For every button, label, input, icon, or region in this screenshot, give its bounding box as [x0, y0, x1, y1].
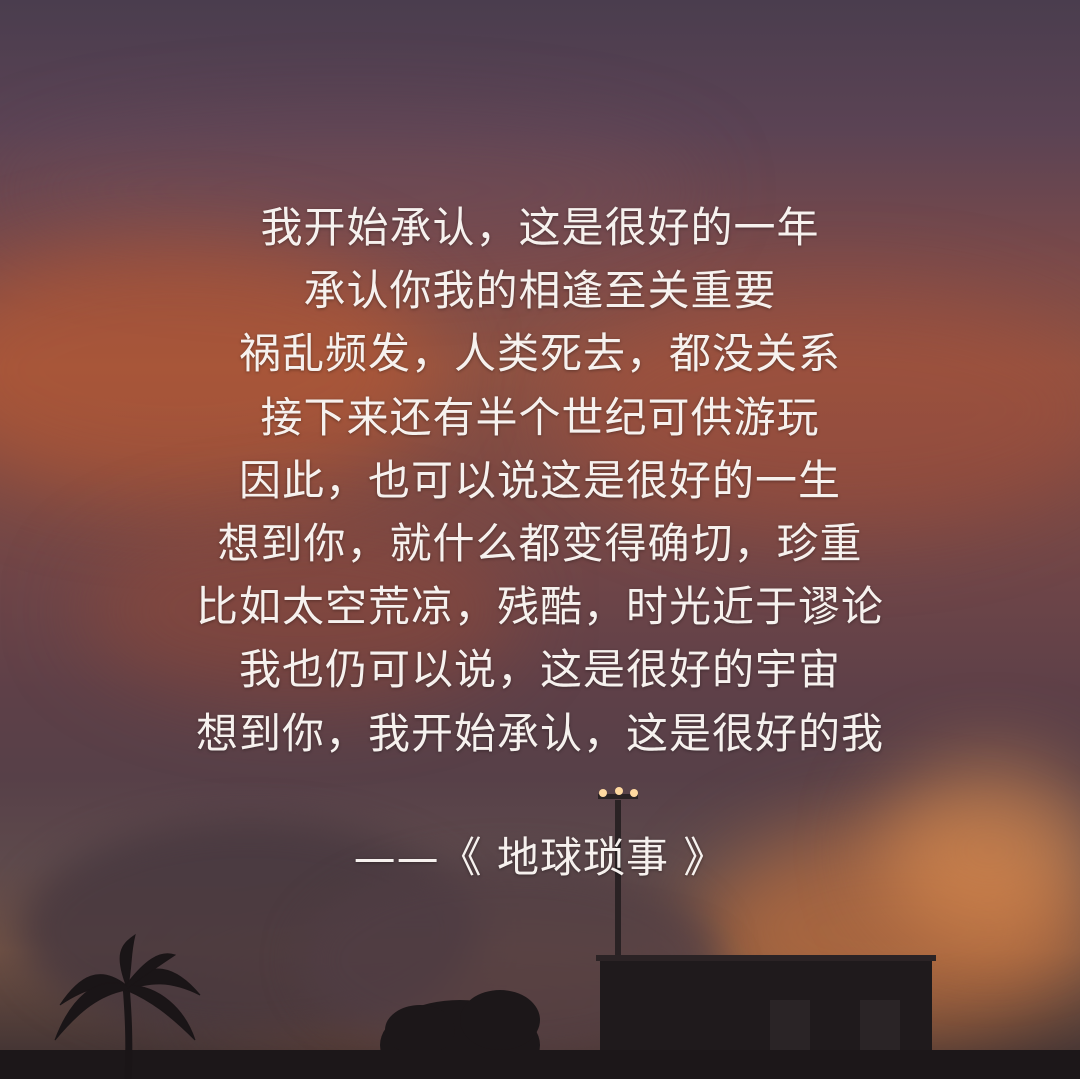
poem-line-5: 因此，也可以说这是很好的一生: [238, 455, 841, 505]
street-lamp: [598, 787, 638, 960]
poem-text: 我开始承认，这是很好的一年 承认你我的相逢至关重要 祸乱频发，人类死去，都没关系…: [0, 196, 1080, 765]
poem-line-2: 承认你我的相逢至关重要: [303, 266, 777, 316]
cloud-glow-left: [0, 240, 440, 500]
palm-tree: [54, 933, 201, 1079]
poem-line-8: 我也仍可以说，这是很好的宇宙: [238, 645, 841, 695]
poem-line-6: 想到你，就什么都变得确切，珍重: [217, 519, 863, 569]
sky-haze: [0, 120, 700, 260]
cloud-glow-middle: [80, 520, 520, 700]
poem-line-4: 接下来还有半个世纪可供游玩: [260, 392, 820, 442]
poem-line-7: 比如太空荒凉，残酷，时光近于谬论: [195, 582, 884, 632]
bushes: [0, 990, 1080, 1079]
poem-line-9: 想到你，我开始承认，这是很好的我: [195, 708, 884, 758]
cloud-glow-right: [560, 290, 1080, 530]
poem-source: ——《 地球琐事 》: [353, 833, 727, 882]
poem-line-3: 祸乱频发，人类死去，都没关系: [238, 329, 841, 379]
bright-cloud-glow: [880, 760, 1080, 940]
poem-line-1: 我开始承认，这是很好的一年: [260, 203, 820, 252]
